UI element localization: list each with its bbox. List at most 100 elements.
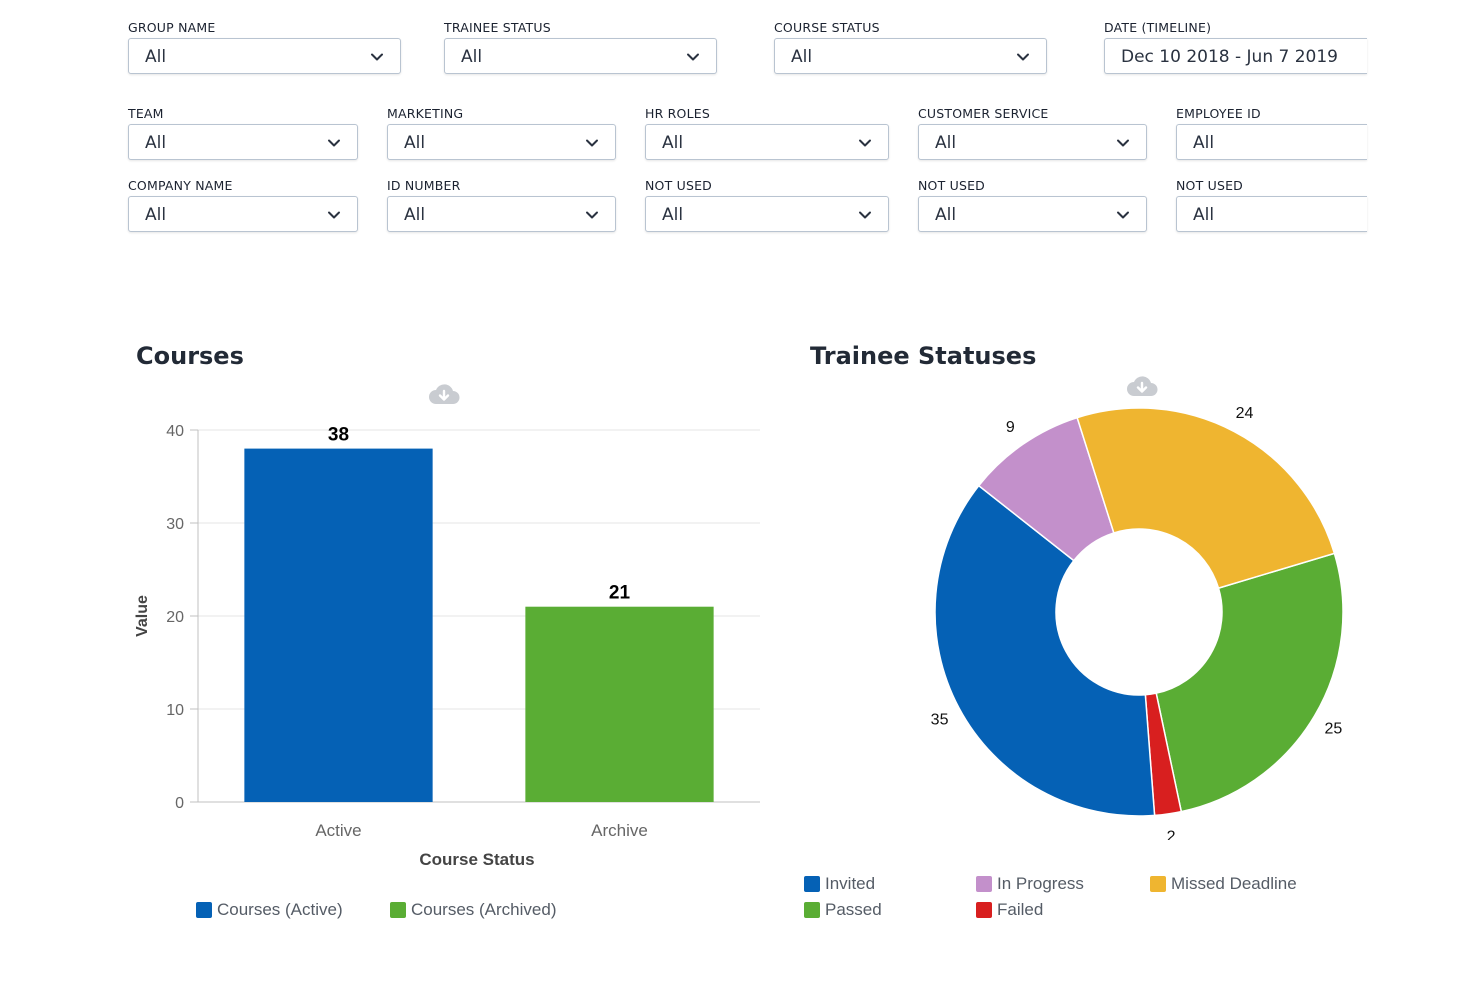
filter-trainee-status: TRAINEE STATUS All	[444, 20, 717, 74]
legend-label: Courses (Archived)	[411, 900, 557, 919]
date-timeline-dropdown[interactable]: Dec 10 2018 - Jun 7 2019	[1104, 38, 1367, 74]
y-tick-label: 30	[166, 516, 184, 533]
chevron-down-icon	[1117, 211, 1129, 219]
legend-label: Passed	[825, 900, 882, 919]
legend-item-courses-active[interactable]: Courses (Active)	[196, 900, 343, 920]
group-name-dropdown[interactable]: All	[128, 38, 401, 74]
y-tick-label: 20	[166, 609, 184, 626]
filter-marketing: MARKETING All	[387, 106, 616, 160]
legend-swatch	[976, 902, 992, 918]
bar-archive[interactable]	[525, 606, 714, 802]
hr-roles-dropdown[interactable]: All	[645, 124, 889, 160]
legend-label: Missed Deadline	[1171, 874, 1297, 893]
slice-data-label: 2	[1167, 829, 1176, 840]
not-used-dropdown[interactable]: All	[918, 196, 1147, 232]
company-name-dropdown[interactable]: All	[128, 196, 358, 232]
legend-item-courses-archived[interactable]: Courses (Archived)	[390, 900, 557, 920]
dropdown-selected-value: All	[404, 205, 426, 225]
legend-swatch	[390, 902, 406, 918]
legend-item-failed[interactable]: Failed	[976, 900, 1043, 920]
y-tick-label: 40	[166, 423, 184, 440]
y-tick-label: 10	[166, 702, 184, 719]
slice-invited[interactable]	[934, 484, 1156, 817]
chevron-down-icon	[859, 211, 871, 219]
team-dropdown[interactable]: All	[128, 124, 358, 160]
filter-panel: GROUP NAME All TRAINEE STATUS All COURSE STA…	[0, 0, 1480, 260]
not-used-dropdown[interactable]: All	[1176, 196, 1367, 232]
legend-label: In Progress	[997, 874, 1084, 893]
filter-label: NOT USED	[1176, 178, 1244, 193]
marketing-dropdown[interactable]: All	[387, 124, 616, 160]
bar-data-label: 38	[328, 425, 349, 446]
filter-not-used: NOT USED All	[1176, 178, 1367, 232]
employee-id-dropdown[interactable]: All	[1176, 124, 1367, 160]
course-status-dropdown[interactable]: All	[774, 38, 1047, 74]
filter-label: NOT USED	[645, 178, 713, 193]
filter-label: MARKETING	[387, 106, 464, 121]
bar-data-label: 21	[609, 583, 631, 604]
legend-swatch	[804, 876, 820, 892]
legend-item-invited[interactable]: Invited	[804, 874, 875, 894]
chevron-down-icon	[328, 139, 340, 147]
filter-not-used: NOT USED All	[645, 178, 889, 232]
courses-chart-title: Courses	[136, 342, 244, 370]
dropdown-selected-value: All	[145, 205, 167, 225]
legend-label: Courses (Active)	[217, 900, 343, 919]
legend-swatch	[804, 902, 820, 918]
chevron-down-icon	[1017, 53, 1029, 61]
dropdown-selected-value: All	[1193, 205, 1215, 225]
filter-label: HR ROLES	[645, 106, 710, 121]
slice-missed-deadline[interactable]	[1076, 407, 1336, 590]
x-axis-title: Course Status	[419, 850, 534, 869]
x-tick-label: Active	[315, 821, 361, 840]
trainee-status-dropdown[interactable]: All	[444, 38, 717, 74]
filter-id-number: ID NUMBER All	[387, 178, 616, 232]
slice-data-label: 35	[931, 711, 949, 728]
dropdown-selected-value: All	[662, 133, 684, 153]
trainee-statuses-donut-chart: 25 2 35 9 24	[931, 405, 1344, 840]
dropdown-selected-value: All	[461, 47, 483, 67]
filter-label: CUSTOMER SERVICE	[918, 106, 1049, 121]
legend-label: Invited	[825, 874, 876, 893]
trainee-statuses-chart-title: Trainee Statuses	[810, 342, 1037, 370]
slice-data-label: 9	[1006, 419, 1015, 436]
filter-label: TEAM	[128, 106, 164, 121]
bar-active[interactable]	[244, 448, 433, 802]
y-tick-label: 0	[175, 795, 184, 812]
filter-label: NOT USED	[918, 178, 986, 193]
filter-label: COURSE STATUS	[774, 20, 880, 35]
filter-label: EMPLOYEE ID	[1176, 106, 1261, 121]
filter-customer-service: CUSTOMER SERVICE All	[918, 106, 1147, 160]
dropdown-selected-value: All	[935, 133, 957, 153]
filter-label: GROUP NAME	[128, 20, 216, 35]
trainee-statuses-legend: Invited In Progress Missed Deadline Passed F…	[804, 874, 1364, 930]
legend-item-missed-deadline[interactable]: Missed Deadline	[1150, 874, 1297, 894]
legend-item-in-progress[interactable]: In Progress	[976, 874, 1084, 894]
filter-company-name: COMPANY NAME All	[128, 178, 358, 232]
dropdown-selected-value: All	[662, 205, 684, 225]
filter-label: ID NUMBER	[387, 178, 461, 193]
id-number-dropdown[interactable]: All	[387, 196, 616, 232]
dropdown-selected-value: Dec 10 2018 - Jun 7 2019	[1121, 47, 1338, 67]
cloud-download-icon[interactable]	[1125, 373, 1159, 399]
filter-label: COMPANY NAME	[128, 178, 233, 193]
filter-group-name: GROUP NAME All	[128, 20, 401, 74]
dropdown-selected-value: All	[404, 133, 426, 153]
chevron-down-icon	[371, 53, 383, 61]
customer-service-dropdown[interactable]: All	[918, 124, 1147, 160]
slice-passed[interactable]	[1155, 552, 1344, 813]
filter-label: DATE (TIMELINE)	[1104, 20, 1212, 35]
not-used-dropdown[interactable]: All	[645, 196, 889, 232]
dropdown-selected-value: All	[1193, 133, 1215, 153]
legend-item-passed[interactable]: Passed	[804, 900, 882, 920]
chevron-down-icon	[1117, 139, 1129, 147]
legend-swatch	[1150, 876, 1166, 892]
dropdown-selected-value: All	[145, 133, 167, 153]
courses-legend: Courses (Active) Courses (Archived)	[196, 900, 756, 924]
courses-bar-chart: 0 10 20 30 40 38 Active 21 Archive Course Status V…	[134, 423, 760, 869]
dropdown-selected-value: All	[935, 205, 957, 225]
y-axis-title: Value	[134, 595, 151, 637]
filter-team: TEAM All	[128, 106, 358, 160]
filter-course-status: COURSE STATUS All	[774, 20, 1047, 74]
cloud-download-icon[interactable]	[427, 381, 461, 407]
